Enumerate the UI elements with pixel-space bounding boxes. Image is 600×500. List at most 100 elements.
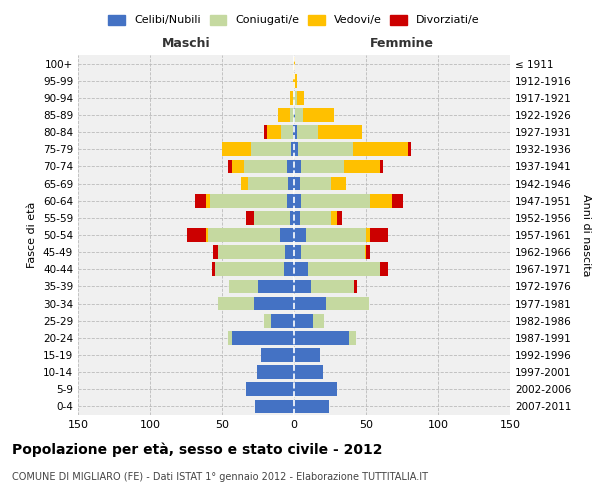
Bar <box>294 280 311 293</box>
Y-axis label: Fasce di età: Fasce di età <box>28 202 37 268</box>
Bar <box>326 296 369 310</box>
Bar <box>222 142 251 156</box>
Bar <box>264 126 266 139</box>
Bar <box>294 176 300 190</box>
Bar <box>294 382 337 396</box>
Bar <box>294 91 297 104</box>
Bar <box>392 194 403 207</box>
Bar <box>258 280 294 293</box>
Bar <box>288 176 294 190</box>
Bar <box>248 176 288 190</box>
Bar <box>286 246 294 259</box>
Bar <box>218 296 254 310</box>
Bar <box>344 160 380 173</box>
Bar <box>365 246 366 259</box>
Bar <box>291 142 294 156</box>
Bar <box>294 194 301 207</box>
Bar <box>261 348 294 362</box>
Bar <box>294 331 349 344</box>
Text: Femmine: Femmine <box>370 37 434 50</box>
Bar <box>206 194 211 207</box>
Bar <box>408 142 410 156</box>
Bar <box>266 126 281 139</box>
Bar <box>305 228 366 242</box>
Bar <box>232 331 294 344</box>
Bar <box>295 108 302 122</box>
Bar <box>208 228 280 242</box>
Bar <box>241 176 248 190</box>
Bar <box>370 194 392 207</box>
Bar <box>247 211 254 224</box>
Bar <box>301 194 370 207</box>
Bar <box>287 160 294 173</box>
Bar <box>290 108 294 122</box>
Bar <box>228 331 232 344</box>
Bar <box>194 194 206 207</box>
Bar <box>301 160 344 173</box>
Bar <box>380 262 388 276</box>
Text: Maschi: Maschi <box>161 37 211 50</box>
Bar <box>255 400 294 413</box>
Bar <box>349 331 356 344</box>
Bar <box>370 228 388 242</box>
Bar <box>294 74 297 88</box>
Bar <box>278 108 290 122</box>
Bar <box>300 211 331 224</box>
Bar <box>308 262 380 276</box>
Bar <box>366 228 370 242</box>
Bar <box>294 314 313 328</box>
Bar <box>294 400 329 413</box>
Bar <box>311 280 355 293</box>
Bar <box>337 211 341 224</box>
Bar <box>218 246 286 259</box>
Legend: Celibi/Nubili, Coniugati/e, Vedovi/e, Divorziati/e: Celibi/Nubili, Coniugati/e, Vedovi/e, Di… <box>104 10 484 30</box>
Bar <box>294 246 301 259</box>
Bar <box>294 296 326 310</box>
Bar <box>297 126 319 139</box>
Bar <box>264 314 271 328</box>
Bar <box>297 91 304 104</box>
Bar <box>280 228 294 242</box>
Bar <box>206 228 208 242</box>
Bar <box>229 280 258 293</box>
Bar <box>187 228 206 242</box>
Bar <box>244 160 287 173</box>
Bar <box>293 126 294 139</box>
Text: COMUNE DI MIGLIARO (FE) - Dati ISTAT 1° gennaio 2012 - Elaborazione TUTTITALIA.I: COMUNE DI MIGLIARO (FE) - Dati ISTAT 1° … <box>12 472 428 482</box>
Bar <box>294 142 298 156</box>
Bar <box>302 108 334 122</box>
Bar <box>293 74 294 88</box>
Bar <box>215 262 284 276</box>
Bar <box>380 160 383 173</box>
Bar <box>211 194 287 207</box>
Bar <box>294 211 300 224</box>
Bar <box>254 211 290 224</box>
Bar <box>294 126 297 139</box>
Bar <box>298 142 353 156</box>
Bar <box>294 262 308 276</box>
Bar <box>294 228 305 242</box>
Bar <box>319 126 362 139</box>
Bar <box>257 366 294 379</box>
Bar <box>294 348 320 362</box>
Bar <box>290 91 293 104</box>
Bar <box>331 211 337 224</box>
Bar <box>214 246 218 259</box>
Bar <box>294 366 323 379</box>
Bar <box>247 382 294 396</box>
Text: Popolazione per età, sesso e stato civile - 2012: Popolazione per età, sesso e stato civil… <box>12 442 383 457</box>
Bar <box>271 314 294 328</box>
Bar <box>232 160 244 173</box>
Bar <box>300 176 331 190</box>
Bar <box>281 126 293 139</box>
Bar <box>355 280 358 293</box>
Bar <box>294 108 295 122</box>
Bar <box>313 314 324 328</box>
Bar <box>290 211 294 224</box>
Bar <box>294 56 295 70</box>
Bar <box>366 246 370 259</box>
Bar <box>254 296 294 310</box>
Bar <box>212 262 215 276</box>
Bar <box>293 91 294 104</box>
Y-axis label: Anni di nascita: Anni di nascita <box>581 194 591 276</box>
